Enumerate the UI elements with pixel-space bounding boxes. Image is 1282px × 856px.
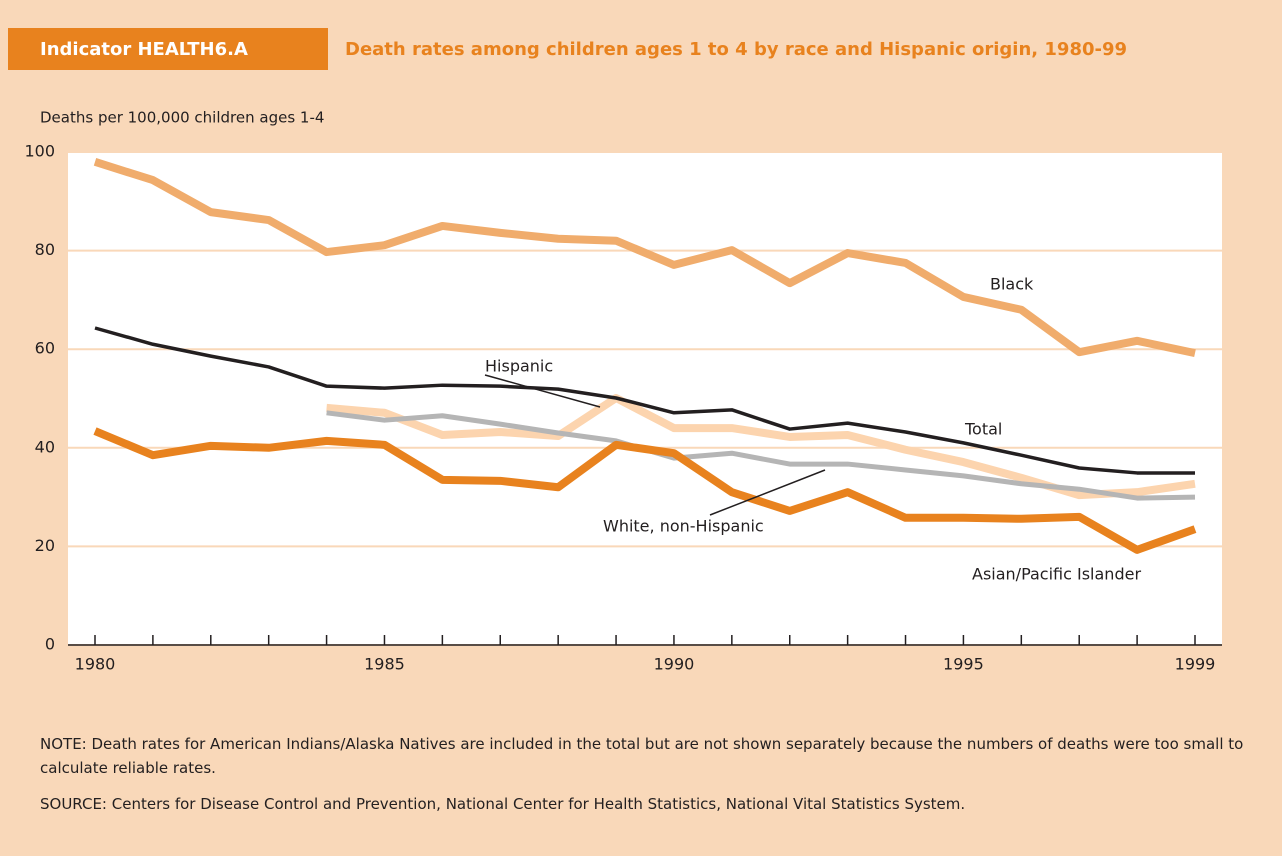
series-label: White, non-Hispanic [603,517,764,536]
series-label: Asian/Pacific Islander [972,565,1141,584]
series-label: Hispanic [485,357,553,376]
series-line [93,158,1196,358]
chart-title: Death rates among children ages 1 to 4 b… [345,39,1127,60]
y-tick-label: 20 [35,536,55,555]
plot-area [68,152,1222,645]
series-line [93,427,1197,554]
chart: Indicator HEALTH6.A Death rates among ch… [8,28,1222,674]
indicator: Indicator HEALTH6.A [40,39,248,60]
y-tick-label: 0 [45,635,55,654]
x-tick-label: 1980 [75,655,116,674]
x-tick-label: 1999 [1175,655,1216,674]
indicator-box [8,28,328,70]
series-label: Total [964,420,1002,439]
x-tick-label: 1990 [654,655,695,674]
series-label: Black [990,275,1034,294]
series-line [94,326,1195,475]
hispanic-leader [484,374,601,408]
x-tick-label: 1985 [364,655,405,674]
source: SOURCE: Centers for Disease Control and … [40,795,966,813]
series-line [326,410,1196,501]
x-tick-label: 1995 [943,655,984,674]
y-tick-label: 80 [35,240,55,259]
note: NOTE: Death rates for American Indians/A… [40,735,1244,777]
white-leader [709,469,826,516]
y-tick-label: 60 [35,339,55,358]
y-tick-label: 40 [35,437,55,456]
y-axis-label: Deaths per 100,000 children ages 1-4 [40,109,324,127]
y-tick-label: 100 [24,142,55,161]
